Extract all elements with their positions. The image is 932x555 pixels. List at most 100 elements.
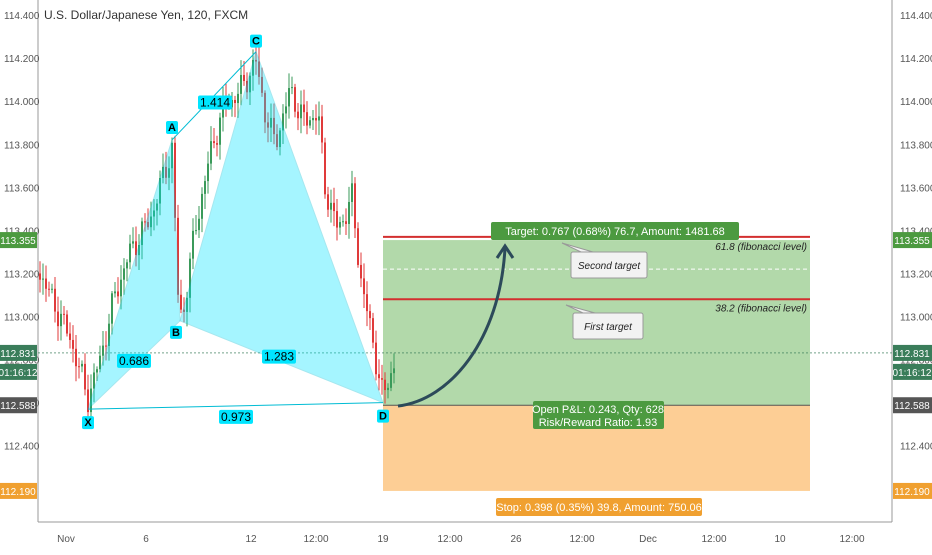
candle-body	[45, 278, 47, 289]
candle-body	[213, 141, 215, 144]
chart-title: U.S. Dollar/Japanese Yen, 120, FXCM	[44, 8, 249, 22]
candle-body	[390, 373, 392, 388]
price-tag-left	[0, 363, 37, 380]
candle-body	[348, 201, 350, 224]
candle-body	[147, 222, 149, 228]
x-tick-label: 12:00	[839, 534, 864, 545]
candle-body	[159, 178, 161, 204]
price-tag-left	[0, 232, 37, 249]
target-label-box	[491, 222, 739, 240]
candle-body	[84, 363, 86, 390]
candle-body	[153, 210, 155, 217]
candle-body	[39, 273, 41, 280]
candle-body	[219, 117, 221, 145]
candle-body	[342, 221, 344, 223]
candle-body	[51, 288, 53, 290]
candle-body	[312, 118, 314, 121]
candle-body	[288, 88, 290, 107]
candle-body	[318, 116, 320, 121]
y-tick-left: 114.200	[4, 54, 40, 65]
y-tick-right: 113.800	[900, 140, 932, 151]
candle-body	[372, 318, 374, 343]
price-tag-left-label: 112.831	[0, 349, 36, 360]
y-tick-right: 112.400	[900, 442, 932, 453]
price-tag-left-label: 112.588	[0, 401, 36, 412]
candle-body	[360, 264, 362, 279]
candle-body	[351, 183, 353, 202]
candle-body	[132, 241, 134, 244]
pattern-point-box	[166, 120, 178, 134]
y-tick-right: 113.200	[900, 269, 932, 280]
y-tick-right: 113.400	[900, 226, 932, 237]
candle-body	[183, 309, 185, 312]
x-tick-label: Nov	[57, 534, 75, 545]
rr-label: Risk/Reward Ratio: 1.93	[539, 417, 658, 429]
candle-body	[270, 117, 272, 128]
pattern-point-box	[170, 325, 182, 339]
candle-body	[291, 87, 293, 89]
y-tick-right: 113.600	[900, 183, 932, 194]
y-tick-right: 113.000	[900, 313, 932, 324]
candle-body	[330, 202, 332, 210]
y-tick-left: 113.000	[4, 313, 40, 324]
x-tick-label: 12:00	[303, 534, 328, 545]
candle-body	[300, 104, 302, 119]
candle-body	[105, 345, 107, 347]
price-tag-left-label: 113.355	[0, 236, 36, 247]
candle-body	[321, 116, 323, 143]
price-tag-right	[893, 344, 932, 361]
candle-body	[126, 262, 128, 269]
candle-body	[54, 288, 56, 312]
stop-label: Stop: 0.398 (0.35%) 39.8, Amount: 750.06	[496, 502, 701, 514]
candle-body	[156, 203, 158, 211]
candle-body	[48, 288, 50, 290]
candle-body	[123, 268, 125, 280]
x-tick-label: 19	[377, 534, 389, 545]
candle-body	[384, 379, 386, 391]
candle-body	[99, 355, 101, 370]
pattern-ratio-label: 0.686	[119, 354, 149, 368]
candle-body	[324, 142, 326, 195]
x-tick-label: Dec	[639, 534, 657, 545]
price-tag-right-label: 112.588	[894, 401, 930, 412]
price-tag-right-label: 112.190	[894, 487, 930, 498]
candle-body	[87, 389, 89, 413]
pattern-point-label: B	[172, 327, 180, 339]
candle-body	[279, 130, 281, 148]
price-tag-right	[893, 363, 932, 380]
y-tick-left: 112.800	[4, 356, 40, 367]
pattern-ratio-box	[262, 349, 296, 364]
candle-body	[264, 92, 266, 123]
fib-382-label: 38.2 (fibonacci level)	[715, 303, 807, 314]
candle-body	[72, 339, 74, 349]
pattern-point-box	[250, 34, 262, 48]
candle-body	[306, 112, 308, 126]
candle-body	[141, 221, 143, 246]
candle-body	[375, 342, 377, 375]
y-tick-left: 114.000	[4, 97, 40, 108]
candle-body	[204, 181, 206, 194]
candle-body	[177, 217, 179, 295]
candle-body	[240, 74, 242, 94]
candle-body	[207, 163, 209, 182]
candle-body	[162, 166, 164, 179]
candle-body	[201, 193, 203, 219]
second-target-callout-label: Second target	[578, 261, 641, 272]
candle-body	[168, 168, 170, 178]
price-tag-right-label: 113.355	[894, 236, 930, 247]
candle-body	[117, 291, 119, 297]
candle-body	[90, 388, 92, 413]
candle-body	[357, 228, 359, 265]
candle-body	[339, 222, 341, 228]
candle-body	[171, 142, 173, 169]
pattern-ratio-label: 1.283	[264, 350, 294, 364]
candle-body	[66, 314, 68, 334]
candle-body	[138, 245, 140, 256]
candle-body	[381, 378, 383, 380]
candle-body	[336, 211, 338, 228]
candle-body	[237, 93, 239, 104]
x-tick-label: 12	[245, 534, 257, 545]
pattern-ratio-label: 1.414	[200, 96, 230, 110]
first-target-callout-label: First target	[584, 322, 633, 333]
